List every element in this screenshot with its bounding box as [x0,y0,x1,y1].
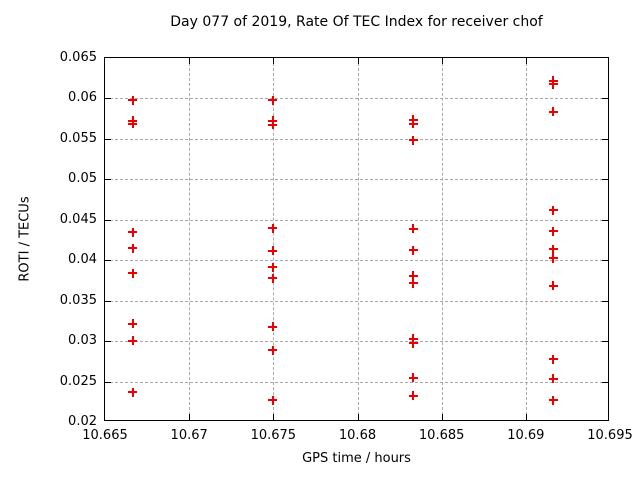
data-point-plus-icon [548,244,558,254]
horizontal-gridline [105,219,608,221]
horizontal-gridline [105,260,608,262]
y-tick-mark [602,219,608,221]
chart-title: Day 077 of 2019, Rate Of TEC Index for r… [170,14,543,30]
data-point-plus-icon [128,119,138,129]
horizontal-gridline [105,341,608,343]
data-point-plus-icon [128,243,138,253]
x-tick-mark [189,414,191,420]
data-point-plus-icon [408,373,418,383]
data-point-plus-icon [268,246,278,256]
horizontal-gridline [105,98,608,100]
x-tick-mark [273,414,275,420]
data-point-plus-icon [548,354,558,364]
y-tick-mark [105,98,111,100]
vertical-gridline [441,58,443,420]
x-tick-mark [441,58,443,64]
x-tick-mark [273,58,275,64]
data-point-plus-icon [548,226,558,236]
data-point-plus-icon [268,262,278,272]
y-tick-mark [602,98,608,100]
data-point-plus-icon [128,268,138,278]
data-point-plus-icon [268,322,278,332]
x-tick-mark [357,414,359,420]
x-tick-label: 10.665 [82,428,128,443]
x-tick-mark [525,58,527,64]
y-tick-mark [105,138,111,140]
y-tick-label: 0.055 [59,130,97,146]
data-point-plus-icon [128,95,138,105]
data-point-plus-icon [548,281,558,291]
y-tick-label: 0.06 [68,90,97,106]
data-point-plus-icon [548,205,558,215]
data-point-plus-icon [408,391,418,401]
x-tick-label: 10.675 [250,428,297,443]
y-tick-label: 0.02 [68,414,97,429]
data-point-plus-icon [128,387,138,397]
data-point-plus-icon [268,95,278,105]
x-axis-label: GPS time / hours [302,451,411,466]
y-tick-label: 0.025 [59,373,97,389]
x-tick-mark [525,414,527,420]
y-tick-mark [105,260,111,262]
horizontal-gridline [105,381,608,383]
data-point-plus-icon [548,107,558,117]
data-point-plus-icon [268,395,278,405]
y-tick-mark [105,341,111,343]
y-tick-mark [602,341,608,343]
data-point-plus-icon [408,135,418,145]
data-point-plus-icon [408,224,418,234]
x-tick-label: 10.685 [418,428,465,443]
horizontal-gridline [105,300,608,302]
y-tick-mark [105,219,111,221]
y-tick-label: 0.04 [68,252,97,268]
data-point-plus-icon [408,119,418,129]
y-tick-mark [105,300,111,302]
data-point-plus-icon [548,253,558,263]
data-point-plus-icon [268,120,278,130]
x-tick-label: 10.69 [507,428,545,443]
x-tick-mark [441,414,443,420]
vertical-gridline [273,58,275,420]
y-tick-mark [602,179,608,181]
data-point-plus-icon [268,345,278,355]
data-point-plus-icon [548,374,558,384]
y-tick-mark [602,381,608,383]
data-point-plus-icon [408,245,418,255]
data-point-plus-icon [268,273,278,283]
y-tick-mark [105,381,111,383]
data-point-plus-icon [548,79,558,89]
vertical-gridline [357,58,359,420]
horizontal-gridline [105,179,608,181]
data-point-plus-icon [268,223,278,233]
plot-area: 10.665 10.67 10.675 10.68 10.685 10.69 10.695 0… [60,50,633,443]
data-point-plus-icon [548,395,558,405]
y-tick-mark [602,260,608,262]
data-point-plus-icon [408,271,418,281]
data-point-plus-icon [128,336,138,346]
y-tick-mark [105,179,111,181]
x-tick-label: 10.67 [170,428,208,443]
x-tick-mark [357,58,359,64]
horizontal-gridline [105,138,608,140]
y-tick-label: 0.035 [59,292,97,308]
y-tick-mark [602,300,608,302]
vertical-gridline [525,58,527,420]
x-tick-mark [189,58,191,64]
data-point-plus-icon [128,227,138,237]
x-tick-label: 10.68 [338,428,377,443]
data-point-plus-icon [408,338,418,348]
y-tick-label: 0.045 [59,211,97,227]
x-tick-label: 10.695 [587,428,633,443]
vertical-gridline [189,58,191,420]
y-axis-label: ROTI / TECUs [17,196,33,282]
data-point-plus-icon [128,319,138,329]
y-tick-label: 0.05 [68,171,97,187]
y-tick-mark [602,138,608,140]
y-tick-label: 0.065 [59,50,97,65]
y-tick-label: 0.03 [68,333,97,349]
data-point-plus-icon [408,278,418,288]
